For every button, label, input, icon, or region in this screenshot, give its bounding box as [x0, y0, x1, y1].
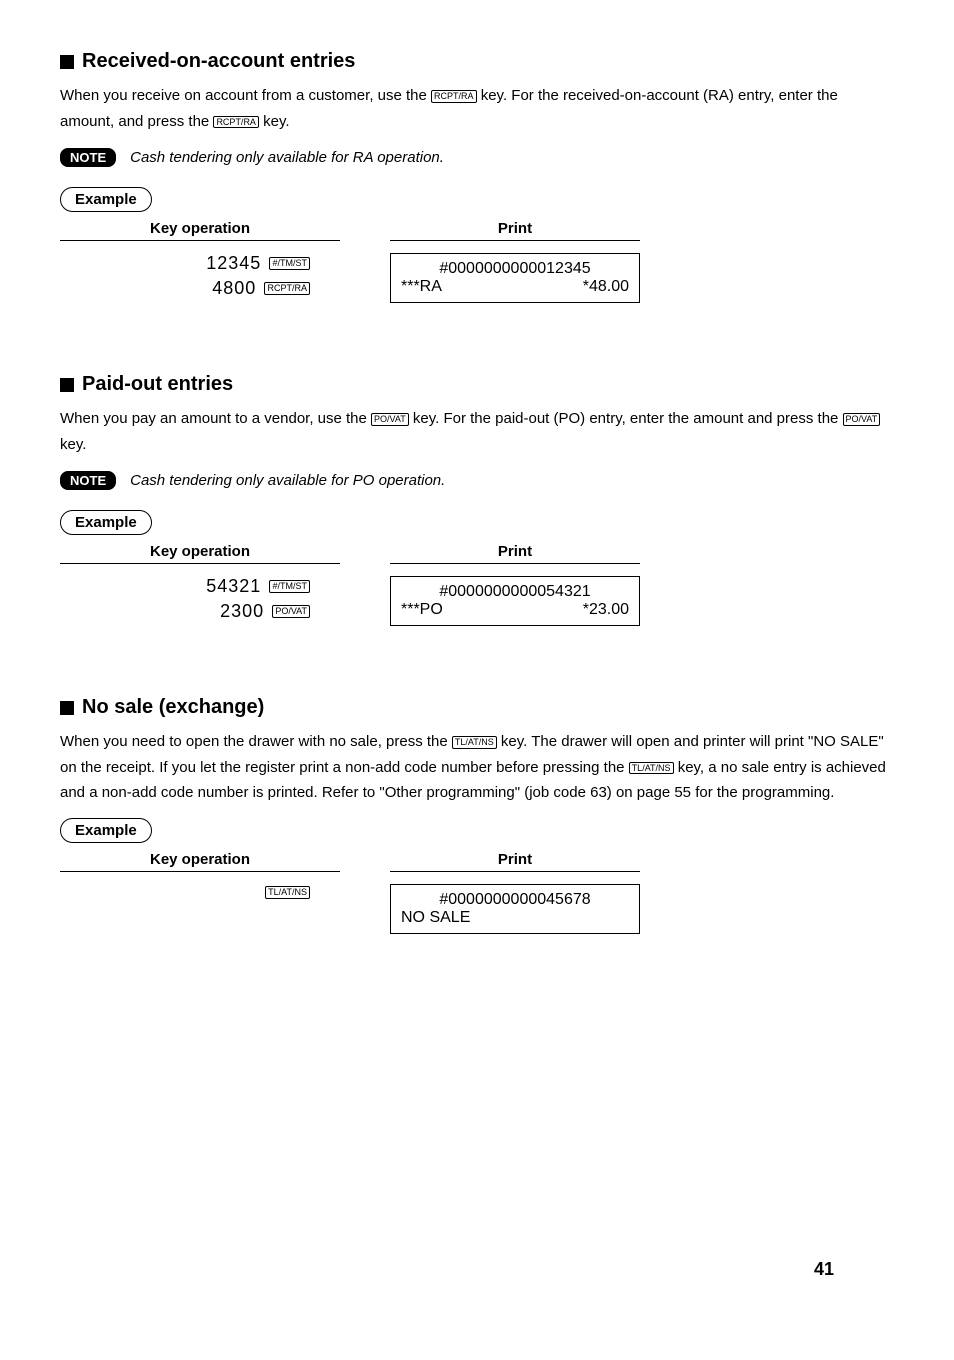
ra-keyop-col: Key operation 12345 #/TM/ST 4800 RCPT/RA	[60, 220, 340, 303]
section-po: Paid-out entries When you pay an amount …	[60, 373, 894, 626]
example-badge: Example	[60, 510, 152, 535]
nosale-op-lines: TL/AT/NS	[60, 884, 340, 901]
po-title: Paid-out entries	[82, 373, 233, 396]
receipt-left: NO SALE	[401, 909, 470, 927]
note-badge: NOTE	[60, 471, 116, 490]
ra-example-table: Key operation 12345 #/TM/ST 4800 RCPT/RA…	[60, 220, 894, 303]
key-rcptra: RCPT/RA	[431, 90, 477, 103]
keyop-header: Key operation	[60, 543, 340, 564]
op-num: 2300	[220, 601, 264, 622]
receipt-left: ***RA	[401, 278, 442, 296]
po-print-col: Print #0000000000054321 ***PO *23.00	[390, 543, 640, 626]
ra-description: When you receive on account from a custo…	[60, 83, 894, 134]
op-num: 4800	[212, 278, 256, 299]
key-htmst: #/TM/ST	[269, 580, 310, 593]
text: key.	[60, 436, 86, 453]
key-povat: PO/VAT	[371, 413, 409, 426]
po-op-lines: 54321 #/TM/ST 2300 PO/VAT	[60, 576, 340, 622]
ra-note-row: NOTE Cash tendering only available for R…	[60, 148, 894, 167]
example-badge: Example	[60, 818, 152, 843]
ra-print-col: Print #0000000000012345 ***RA *48.00	[390, 220, 640, 303]
print-header: Print	[390, 543, 640, 564]
key-tlatns: TL/AT/NS	[265, 886, 310, 899]
page: Received-on-account entries When you rec…	[60, 50, 894, 1310]
op-row: 12345 #/TM/ST	[60, 253, 310, 274]
note-badge: NOTE	[60, 148, 116, 167]
receipt-line2: ***PO *23.00	[401, 601, 629, 619]
print-header: Print	[390, 220, 640, 241]
receipt-right: *48.00	[583, 278, 629, 296]
section-nosale: No sale (exchange) When you need to open…	[60, 696, 894, 934]
po-keyop-col: Key operation 54321 #/TM/ST 2300 PO/VAT	[60, 543, 340, 626]
nosale-keyop-col: Key operation TL/AT/NS	[60, 851, 340, 905]
text: When you pay an amount to a vendor, use …	[60, 410, 371, 427]
nosale-example-table: Key operation TL/AT/NS Print #0000000000…	[60, 851, 894, 934]
nosale-print-col: Print #0000000000045678 NO SALE	[390, 851, 640, 934]
receipt-line1: #0000000000054321	[401, 583, 629, 601]
text: key.	[259, 113, 290, 130]
key-rcptra: RCPT/RA	[264, 282, 310, 295]
page-number: 41	[814, 1259, 834, 1280]
op-num: 12345	[206, 253, 261, 274]
key-tlatns: TL/AT/NS	[452, 736, 497, 749]
po-example-table: Key operation 54321 #/TM/ST 2300 PO/VAT …	[60, 543, 894, 626]
receipt-line2: ***RA *48.00	[401, 278, 629, 296]
ra-op-lines: 12345 #/TM/ST 4800 RCPT/RA	[60, 253, 340, 299]
nosale-heading: No sale (exchange)	[60, 696, 894, 719]
ra-note-text: Cash tendering only available for RA ope…	[130, 149, 444, 166]
key-htmst: #/TM/ST	[269, 257, 310, 270]
ra-title: Received-on-account entries	[82, 50, 355, 73]
text: key. For the paid-out (PO) entry, enter …	[409, 410, 843, 427]
key-rcptra: RCPT/RA	[213, 116, 259, 129]
key-povat: PO/VAT	[843, 413, 881, 426]
op-row: TL/AT/NS	[60, 884, 310, 901]
square-bullet-icon	[60, 378, 74, 392]
print-header: Print	[390, 851, 640, 872]
nosale-title: No sale (exchange)	[82, 696, 264, 719]
po-note-text: Cash tendering only available for PO ope…	[130, 472, 445, 489]
receipt-line1: #0000000000012345	[401, 260, 629, 278]
text: When you need to open the drawer with no…	[60, 733, 452, 750]
op-row: 4800 RCPT/RA	[60, 278, 310, 299]
keyop-header: Key operation	[60, 851, 340, 872]
square-bullet-icon	[60, 55, 74, 69]
op-num: 54321	[206, 576, 261, 597]
po-receipt: #0000000000054321 ***PO *23.00	[390, 576, 640, 626]
po-description: When you pay an amount to a vendor, use …	[60, 406, 894, 457]
op-row: 2300 PO/VAT	[60, 601, 310, 622]
nosale-receipt: #0000000000045678 NO SALE	[390, 884, 640, 934]
receipt-line1: #0000000000045678	[401, 891, 629, 909]
section-ra: Received-on-account entries When you rec…	[60, 50, 894, 303]
square-bullet-icon	[60, 701, 74, 715]
key-tlatns: TL/AT/NS	[629, 762, 674, 775]
ra-heading: Received-on-account entries	[60, 50, 894, 73]
text: When you receive on account from a custo…	[60, 87, 431, 104]
po-heading: Paid-out entries	[60, 373, 894, 396]
receipt-right: *23.00	[583, 601, 629, 619]
example-badge: Example	[60, 187, 152, 212]
po-note-row: NOTE Cash tendering only available for P…	[60, 471, 894, 490]
op-row: 54321 #/TM/ST	[60, 576, 310, 597]
ra-receipt: #0000000000012345 ***RA *48.00	[390, 253, 640, 303]
key-povat: PO/VAT	[272, 605, 310, 618]
nosale-description: When you need to open the drawer with no…	[60, 729, 894, 806]
receipt-line2: NO SALE	[401, 909, 629, 927]
receipt-left: ***PO	[401, 601, 443, 619]
keyop-header: Key operation	[60, 220, 340, 241]
